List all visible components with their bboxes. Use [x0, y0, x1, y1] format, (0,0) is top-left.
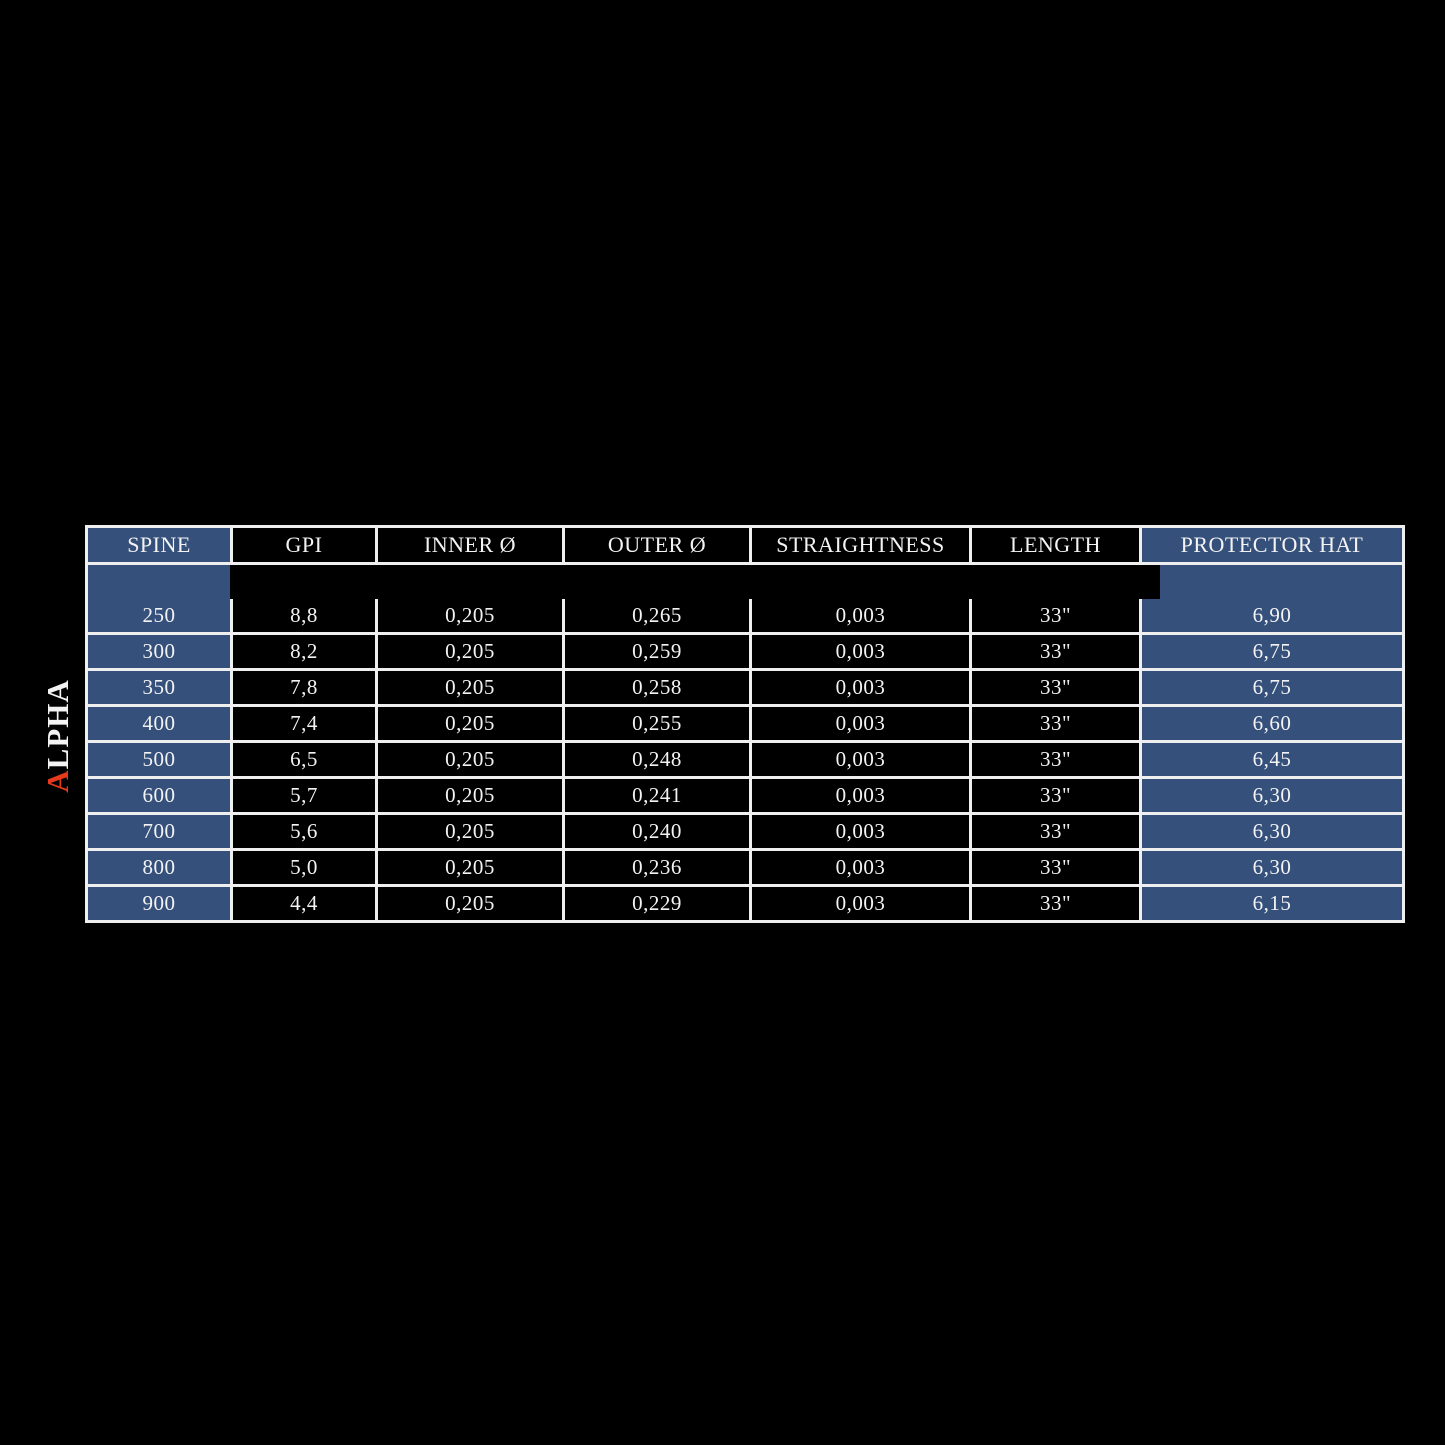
- brand-vertical-label: A LPHA: [40, 679, 76, 793]
- table-cell: 0,265: [562, 599, 749, 632]
- brand-label-rest: LPHA: [40, 679, 75, 770]
- table-cell: 0,258: [562, 671, 749, 704]
- table-cell: 800: [88, 851, 230, 884]
- table-cell: 0,205: [375, 599, 562, 632]
- table-cell: 0,205: [375, 671, 562, 704]
- spacer-cell-protector-hat: [1160, 565, 1402, 599]
- table-spacer-row: [88, 562, 1402, 599]
- table-row: 250 8,8 0,205 0,265 0,003 33" 6,90: [88, 599, 1402, 632]
- table-cell: 0,205: [375, 779, 562, 812]
- table-cell: 6,45: [1139, 743, 1402, 776]
- table-cell: 600: [88, 779, 230, 812]
- column-header: PROTECTOR HAT: [1139, 528, 1402, 562]
- table-cell: 33": [969, 635, 1139, 668]
- table-cell: 6,75: [1139, 635, 1402, 668]
- table-cell: 300: [88, 635, 230, 668]
- brand-label-accent-letter: A: [40, 769, 75, 793]
- table-cell: 0,229: [562, 887, 749, 920]
- table-cell: 700: [88, 815, 230, 848]
- table-cell: 33": [969, 707, 1139, 740]
- table-cell: 6,75: [1139, 671, 1402, 704]
- column-header: OUTER Ø: [562, 528, 749, 562]
- table-row: 400 7,4 0,205 0,255 0,003 33" 6,60: [88, 704, 1402, 740]
- table-row: 900 4,4 0,205 0,229 0,003 33" 6,15: [88, 884, 1402, 920]
- table-cell: 33": [969, 815, 1139, 848]
- table-row: 800 5,0 0,205 0,236 0,003 33" 6,30: [88, 848, 1402, 884]
- table-cell: 0,241: [562, 779, 749, 812]
- table-cell: 0,205: [375, 887, 562, 920]
- table-cell: 0,003: [749, 671, 969, 704]
- table-cell: 0,205: [375, 743, 562, 776]
- table-cell: 5,6: [230, 815, 375, 848]
- table-cell: 33": [969, 671, 1139, 704]
- table-row: 600 5,7 0,205 0,241 0,003 33" 6,30: [88, 776, 1402, 812]
- table-cell: 8,2: [230, 635, 375, 668]
- table-cell: 6,5: [230, 743, 375, 776]
- table-cell: 7,4: [230, 707, 375, 740]
- table-cell: 6,90: [1139, 599, 1402, 632]
- spacer-cell-spine: [88, 565, 230, 599]
- table-cell: 33": [969, 599, 1139, 632]
- table-cell: 0,003: [749, 599, 969, 632]
- table-cell: 6,30: [1139, 779, 1402, 812]
- table-cell: 6,30: [1139, 851, 1402, 884]
- column-header: LENGTH: [969, 528, 1139, 562]
- table-cell: 6,15: [1139, 887, 1402, 920]
- table-row: 700 5,6 0,205 0,240 0,003 33" 6,30: [88, 812, 1402, 848]
- table-cell: 5,7: [230, 779, 375, 812]
- column-header: STRAIGHTNESS: [749, 528, 969, 562]
- table-cell: 0,205: [375, 851, 562, 884]
- table-cell: 0,003: [749, 851, 969, 884]
- table-cell: 0,255: [562, 707, 749, 740]
- column-header: SPINE: [88, 528, 230, 562]
- table-cell: 0,248: [562, 743, 749, 776]
- spec-table: SPINE GPI INNER Ø OUTER Ø STRAIGHTNESS LENGTH…: [85, 525, 1405, 923]
- table-cell: 0,205: [375, 815, 562, 848]
- table-cell: 0,003: [749, 635, 969, 668]
- table-cell: 6,30: [1139, 815, 1402, 848]
- table-cell: 33": [969, 887, 1139, 920]
- table-row: 500 6,5 0,205 0,248 0,003 33" 6,45: [88, 740, 1402, 776]
- column-header: INNER Ø: [375, 528, 562, 562]
- table-header-row: SPINE GPI INNER Ø OUTER Ø STRAIGHTNESS LENGTH…: [88, 528, 1402, 562]
- table-cell: 7,8: [230, 671, 375, 704]
- table-cell: 0,205: [375, 635, 562, 668]
- spacer-cell-middle: [230, 565, 1160, 599]
- table-cell: 0,205: [375, 707, 562, 740]
- table-cell: 350: [88, 671, 230, 704]
- table-cell: 400: [88, 707, 230, 740]
- table-cell: 0,236: [562, 851, 749, 884]
- table-cell: 900: [88, 887, 230, 920]
- table-cell: 4,4: [230, 887, 375, 920]
- table-cell: 0,240: [562, 815, 749, 848]
- table-cell: 5,0: [230, 851, 375, 884]
- table-cell: 250: [88, 599, 230, 632]
- table-cell: 6,60: [1139, 707, 1402, 740]
- table-cell: 33": [969, 851, 1139, 884]
- table-cell: 8,8: [230, 599, 375, 632]
- table-cell: 33": [969, 743, 1139, 776]
- column-header: GPI: [230, 528, 375, 562]
- table-cell: 33": [969, 779, 1139, 812]
- table-row: 350 7,8 0,205 0,258 0,003 33" 6,75: [88, 668, 1402, 704]
- table-cell: 0,259: [562, 635, 749, 668]
- table-cell: 0,003: [749, 707, 969, 740]
- table-cell: 0,003: [749, 743, 969, 776]
- table-cell: 0,003: [749, 815, 969, 848]
- table-cell: 0,003: [749, 779, 969, 812]
- table-cell: 0,003: [749, 887, 969, 920]
- table-row: 300 8,2 0,205 0,259 0,003 33" 6,75: [88, 632, 1402, 668]
- table-cell: 500: [88, 743, 230, 776]
